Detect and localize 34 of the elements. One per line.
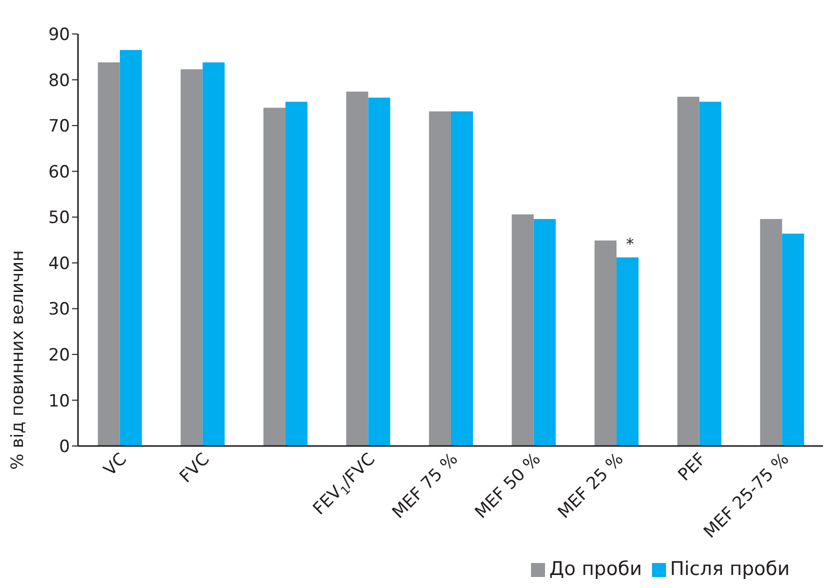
y-axis-title: % від повинних величин [8, 250, 28, 470]
bar [699, 102, 722, 446]
bar [346, 92, 368, 446]
bar [534, 218, 556, 446]
y-tick-label: 40 [48, 254, 70, 274]
bar [512, 214, 534, 446]
bar [98, 62, 120, 446]
x-tick-label: VC [100, 449, 131, 480]
bar [782, 234, 804, 446]
bar [450, 111, 473, 446]
x-tick-label: PEF [674, 449, 710, 486]
y-tick-label: 30 [48, 300, 70, 320]
bar [428, 111, 451, 446]
y-tick-label: 50 [48, 208, 70, 228]
bar [368, 98, 390, 446]
legend-label: До проби [549, 558, 642, 580]
bar [594, 240, 617, 446]
y-tick-label: 20 [48, 345, 70, 366]
bar [120, 50, 142, 446]
y-tick-label: 90 [48, 25, 70, 46]
bar [180, 69, 203, 446]
y-tick-label: 0 [59, 437, 70, 458]
bar [677, 96, 700, 446]
bar [263, 108, 286, 446]
bar [202, 62, 225, 446]
annotation: * [626, 234, 634, 254]
y-tick-label: 60 [48, 162, 70, 182]
bar [616, 257, 639, 446]
legend-label: Після проби [670, 558, 790, 580]
bar [760, 218, 782, 446]
y-tick-label: 70 [48, 116, 70, 137]
bar [285, 102, 308, 446]
y-tick-label: 80 [48, 70, 70, 91]
y-tick-label: 10 [48, 391, 70, 412]
